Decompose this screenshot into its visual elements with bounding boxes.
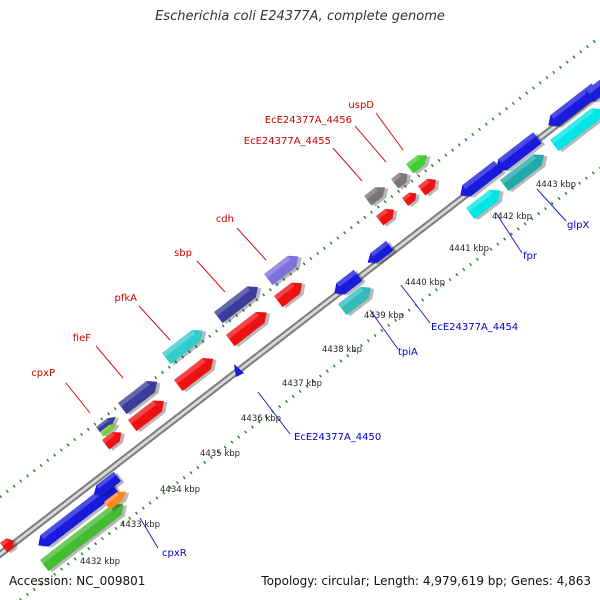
feature-fpr — [466, 189, 504, 221]
feature-cpxR — [40, 503, 127, 573]
scale-label: 4438 kbp — [322, 345, 362, 355]
cds-7 — [402, 192, 420, 208]
feature-pfkA — [162, 329, 207, 366]
feature-EcE24377A_4456 — [391, 172, 411, 190]
scale-label: 4439 kbp — [364, 311, 404, 321]
cds-2 — [128, 400, 168, 433]
gene-label-lower: EcE24377A_4450 — [294, 432, 381, 443]
feature-sbp — [214, 286, 262, 325]
gene-label-upper: fieF — [73, 333, 91, 344]
cds-5 — [274, 282, 306, 309]
gene-label-upper: cpxP — [31, 368, 55, 379]
feature-tpiA — [338, 286, 375, 317]
scale-label: 4433 kbp — [120, 520, 160, 530]
feature-cdh — [264, 255, 302, 287]
gene-label-upper: pfkA — [115, 293, 138, 304]
feature-end — [584, 76, 600, 103]
scale-label: 4435 kbp — [200, 449, 240, 459]
gene-label-lower: fpr — [523, 251, 538, 262]
gene-label-upper: uspD — [348, 100, 374, 111]
scale-label: 4442 kbp — [492, 212, 532, 222]
cds-6 — [376, 208, 398, 227]
upper-gene-labels: cpxP fieF pfkA sbp cdh EcE24377A_4455 EcE24377… — [31, 100, 374, 379]
scale-label: 4437 kbp — [282, 379, 322, 389]
gene-label-upper: sbp — [174, 248, 192, 259]
cds-9 — [0, 538, 17, 554]
accession-text: Accession: NC_009801 — [9, 574, 146, 588]
scale-label: 4443 kbp — [536, 180, 576, 190]
feature-cpxP-b — [100, 423, 120, 438]
gene-features — [0, 76, 600, 573]
cds-4 — [226, 311, 271, 348]
scale-label: 4434 kbp — [160, 485, 200, 495]
scale-label: 4441 kbp — [449, 244, 489, 254]
feature-EcE24377A_4457 — [496, 132, 546, 172]
cds-3 — [174, 358, 217, 393]
scale-labels: 4432 kbp 4433 kbp 4434 kbp 4435 kbp 4436 kbp… — [80, 180, 576, 567]
feature-fieF — [118, 381, 161, 416]
gene-label-upper: EcE24377A_4456 — [265, 115, 352, 126]
feature-EcE24377A_4452 — [334, 269, 366, 296]
gene-label-lower: cpxR — [162, 548, 187, 559]
feature-cpxR-cds — [38, 481, 123, 548]
gene-label-lower: EcE24377A_4454 — [431, 322, 518, 333]
tick-line-upper — [0, 35, 600, 499]
gene-label-upper: cdh — [216, 214, 234, 225]
feature-EcE24377A_4455 — [364, 187, 389, 207]
feature-orange — [104, 491, 130, 512]
cds-8 — [418, 178, 440, 197]
scale-label: 4432 kbp — [80, 557, 120, 567]
topology-text: Topology: circular; Length: 4,979,619 bp… — [261, 574, 591, 588]
feature-cds-b — [93, 471, 125, 496]
feature-EcE24377A_4458 — [500, 154, 548, 193]
map-title: Escherichia coli E24377A, complete genom… — [155, 9, 445, 24]
lower-gene-labels: cpxR EcE24377A_4450 tpiA EcE24377A_4454 fpr g… — [162, 220, 589, 559]
upper-leaders — [65, 112, 404, 414]
gene-label-lower: glpX — [567, 220, 589, 231]
gene-label-lower: tpiA — [398, 347, 418, 358]
scale-label: 4436 kbp — [241, 414, 281, 424]
feature-uspD — [406, 155, 431, 175]
lower-leaders — [139, 188, 567, 549]
feature-fpr-cds — [460, 160, 506, 198]
gene-label-upper: EcE24377A_4455 — [244, 136, 331, 147]
feature-marker — [234, 364, 244, 377]
scale-label: 4440 kbp — [405, 278, 445, 288]
feature-EcE24377A_4453 — [367, 240, 397, 264]
feature-glpX — [550, 108, 600, 153]
cds-1 — [102, 432, 125, 451]
